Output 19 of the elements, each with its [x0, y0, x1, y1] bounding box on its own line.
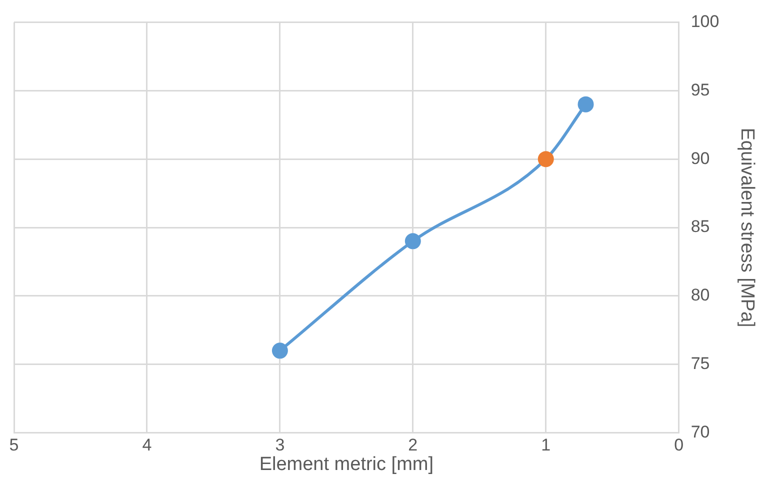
point — [404, 233, 421, 250]
point — [578, 96, 594, 112]
y-tick-label: 100 — [690, 12, 720, 31]
point — [538, 151, 554, 168]
x-tick-label: 2 — [408, 436, 418, 455]
y-tick-label: 85 — [690, 217, 710, 236]
y-tick-label: 70 — [690, 422, 710, 442]
y-tick-label: 75 — [690, 354, 710, 374]
y-tick-label: 90 — [690, 148, 710, 168]
x-axis-title: Element metric [mm] — [259, 454, 434, 475]
x-tick-label: 3 — [275, 436, 285, 455]
x-tick-label: 1 — [541, 436, 551, 455]
x-tick-label: 0 — [674, 436, 684, 455]
point — [272, 342, 288, 359]
y-tick-label: 80 — [690, 286, 710, 305]
x-tick-label: 4 — [142, 436, 152, 455]
x-tick-label: 5 — [9, 436, 19, 455]
y-axis-title: Equivalent stress [MPa] — [736, 128, 758, 328]
y-tick-label: 95 — [690, 80, 710, 100]
